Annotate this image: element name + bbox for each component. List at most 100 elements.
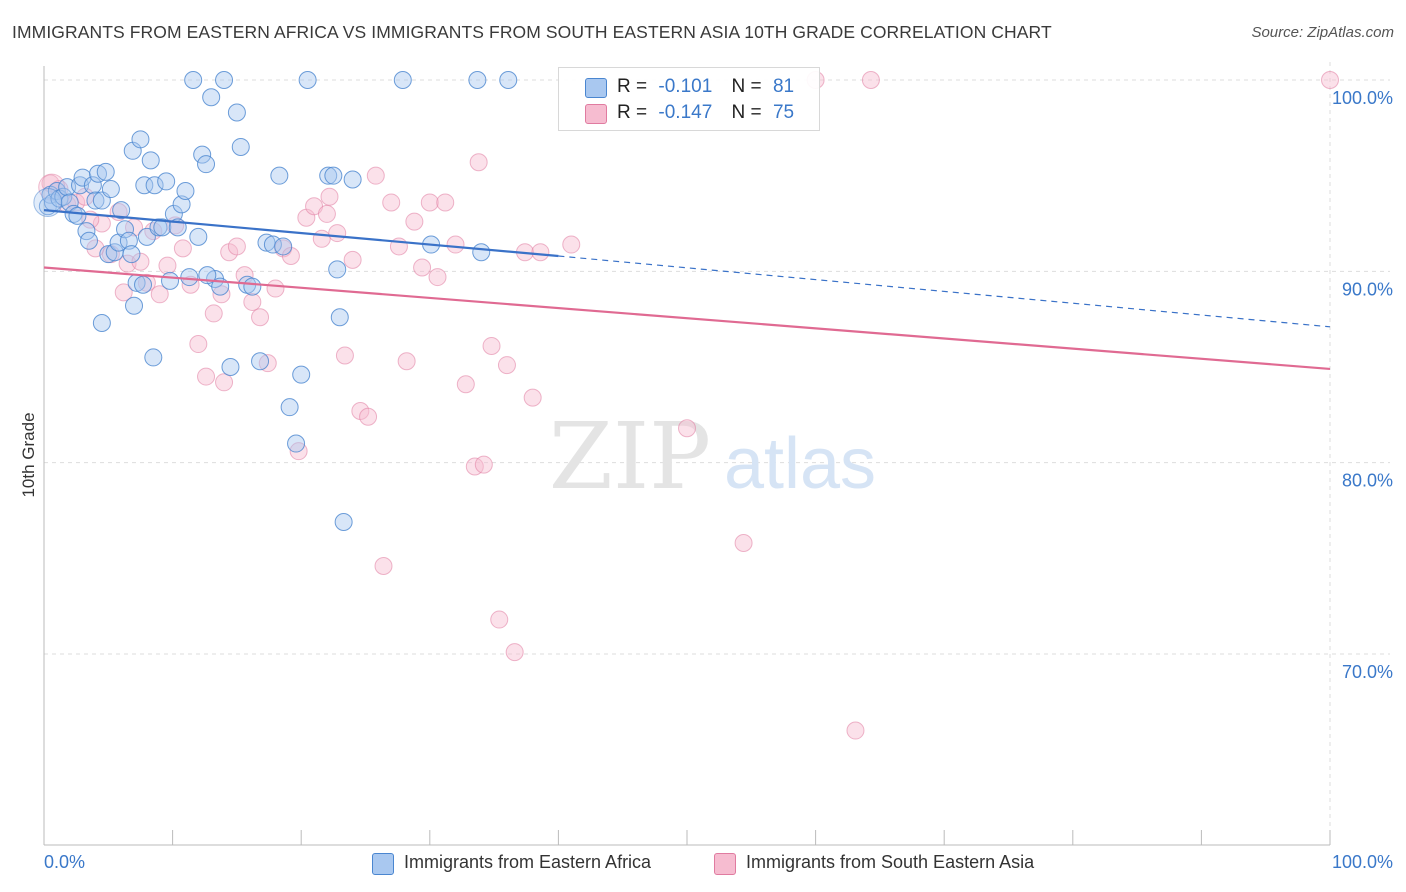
axis-layer [43, 66, 1331, 846]
data-point-south-eastern-asia [335, 346, 354, 365]
data-point-south-eastern-asia [465, 457, 484, 476]
data-point-eastern-africa [334, 512, 353, 531]
data-point-south-eastern-asia [212, 285, 231, 304]
data-point-eastern-africa [68, 206, 87, 225]
data-point-eastern-africa [73, 168, 92, 187]
data-point-eastern-africa [134, 275, 153, 294]
data-point-south-eastern-asia [204, 304, 223, 323]
legend-r-value: -0.101 [658, 76, 713, 97]
x-tick-label: 0.0% [44, 852, 85, 872]
data-point-south-eastern-asia [474, 455, 493, 474]
data-point-eastern-africa [298, 71, 317, 89]
data-point-south-eastern-asia [243, 292, 262, 311]
legend-text: R = -0.147 N = 75 [617, 102, 794, 124]
chart-title: IMMIGRANTS FROM EASTERN AFRICA VS IMMIGR… [12, 22, 1052, 42]
tick-labels: 70.0% 80.0% 90.0% 100.0% 0.0% 100.0% [44, 88, 1393, 872]
data-point-south-eastern-asia [531, 243, 550, 262]
data-point-eastern-africa [141, 151, 160, 170]
data-point-south-eastern-asia [312, 229, 331, 248]
watermark-zip: ZIP [549, 403, 711, 510]
bottom-legend-swatch-eastern-africa [372, 853, 394, 875]
data-point-eastern-africa [324, 166, 343, 185]
data-point-south-eastern-asia [158, 256, 177, 275]
data-point-eastern-africa [145, 176, 164, 195]
data-point-eastern-africa [330, 308, 349, 327]
data-point-eastern-africa [197, 155, 216, 174]
data-point-eastern-africa [280, 398, 299, 417]
data-point-eastern-africa [189, 227, 208, 246]
data-point-south-eastern-asia [861, 71, 880, 89]
data-point-eastern-africa [176, 181, 195, 200]
data-point-eastern-africa [468, 71, 487, 89]
legend-text: R = -0.101 N = 81 [617, 76, 794, 98]
data-point-south-eastern-asia [150, 285, 169, 304]
data-point-south-eastern-asia [469, 153, 488, 172]
data-point-eastern-africa [122, 245, 141, 264]
data-point-south-eastern-asia [397, 352, 416, 371]
watermark-atlas: atlas [724, 424, 876, 504]
data-point-south-eastern-asia [497, 356, 516, 375]
legend-r-label: R = [617, 76, 648, 97]
data-point-eastern-africa [149, 218, 168, 237]
data-point-eastern-africa [257, 233, 276, 252]
data-point-south-eastern-asia [215, 373, 234, 392]
data-point-eastern-africa [270, 166, 289, 185]
data-point-eastern-africa [60, 193, 79, 212]
legend-swatch-eastern-africa [585, 78, 607, 98]
data-point-south-eastern-asia [428, 268, 447, 287]
data-point-eastern-africa [137, 227, 156, 246]
data-point-eastern-africa [172, 195, 191, 214]
y-tick-label: 80.0% [1342, 471, 1393, 491]
legend-n-label: N = [731, 102, 762, 123]
bottom-legend-swatch-south-eastern-asia [714, 853, 736, 875]
trend-line-eastern-africa-extension [558, 255, 1331, 328]
data-point-south-eastern-asia [366, 166, 385, 185]
data-point-eastern-africa [243, 277, 262, 296]
legend-n-value: 75 [772, 102, 795, 123]
data-point-eastern-africa [393, 71, 412, 89]
series-eastern-africa [33, 71, 518, 531]
data-point-south-eastern-asia [317, 204, 336, 223]
watermark: ZIP atlas [549, 403, 876, 510]
legend-n-label: N = [731, 76, 762, 97]
data-point-south-eastern-asia [320, 187, 339, 206]
source-label: Source: ZipAtlas.com [1251, 24, 1394, 41]
data-point-eastern-africa [292, 365, 311, 384]
data-point-eastern-africa [193, 145, 212, 164]
trend-line-eastern-africa [43, 209, 559, 258]
bottom-legend-label: Immigrants from Eastern Africa [404, 852, 652, 872]
data-point-eastern-africa [83, 176, 102, 195]
data-point-eastern-africa [89, 164, 108, 183]
data-point-eastern-africa [472, 243, 491, 262]
y-tick-label: 70.0% [1342, 662, 1393, 682]
data-point-south-eastern-asia [382, 193, 401, 212]
legend-n-value: 81 [772, 76, 795, 97]
data-point-eastern-africa [96, 162, 115, 181]
data-point-south-eastern-asia [266, 279, 285, 298]
data-point-south-eastern-asia [678, 419, 696, 438]
data-point-eastern-africa [80, 231, 99, 250]
data-point-eastern-africa [287, 434, 306, 453]
data-point-eastern-africa [92, 313, 111, 332]
data-point-eastern-africa [202, 88, 221, 107]
y-tick-label: 100.0% [1332, 88, 1393, 108]
data-point-south-eastern-asia [420, 193, 439, 212]
data-point-eastern-africa [112, 201, 131, 220]
data-point-eastern-africa [99, 245, 118, 264]
data-point-south-eastern-asia [490, 610, 509, 629]
bottom-legend-label: Immigrants from South Eastern Asia [746, 852, 1035, 872]
data-point-south-eastern-asia [359, 407, 378, 426]
data-point-eastern-africa [153, 218, 172, 237]
data-point-south-eastern-asia [446, 235, 465, 254]
trend-lines [43, 209, 1331, 371]
data-point-eastern-africa [343, 170, 362, 189]
data-point-eastern-africa [221, 358, 240, 376]
data-point-eastern-africa [101, 180, 120, 199]
data-point-eastern-africa [231, 137, 250, 156]
stats-legend: R = -0.101 N = 81 R = -0.147 N = 75 [558, 67, 820, 131]
data-point-eastern-africa [184, 71, 203, 89]
data-point-south-eastern-asia [413, 258, 432, 277]
data-point-eastern-africa [157, 172, 176, 191]
legend-r-value: -0.147 [658, 102, 713, 123]
data-point-eastern-africa [116, 220, 135, 239]
